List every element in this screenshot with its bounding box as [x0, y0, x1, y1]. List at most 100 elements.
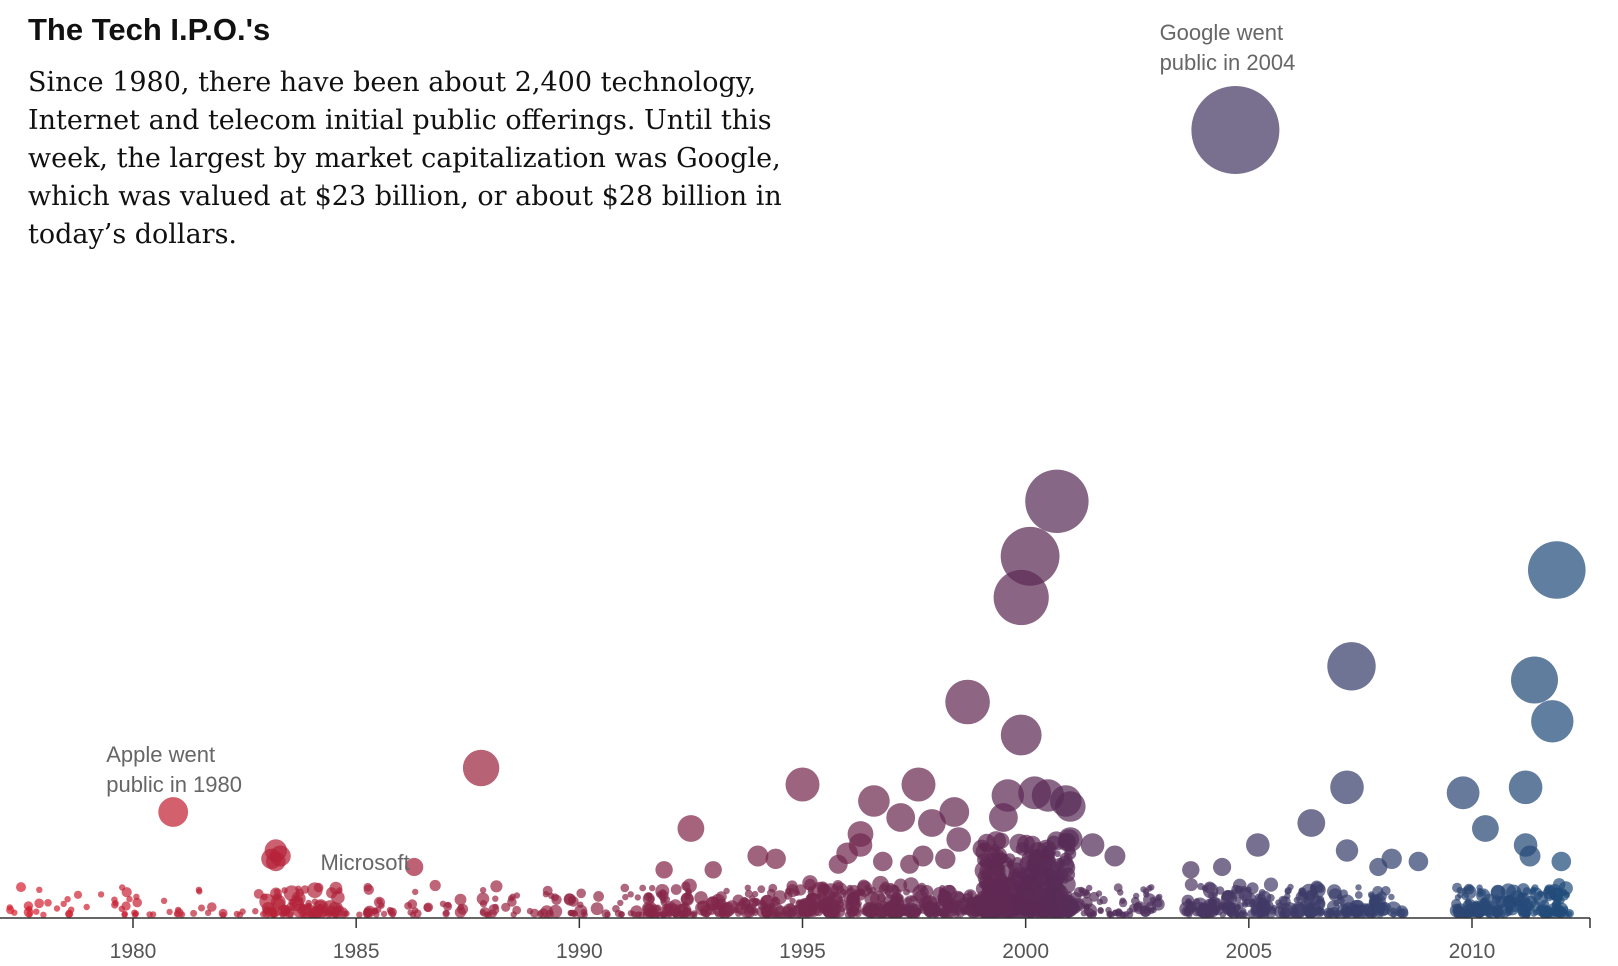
ipo-bubble-small [837, 896, 844, 903]
ipo-bubble-small [1032, 887, 1045, 900]
ipo-bubble-small [218, 908, 228, 918]
ipo-bubble-small [705, 903, 717, 916]
ipo-bubble-small [118, 905, 126, 912]
ipo-bubble-small [802, 875, 818, 891]
ipo-bubble-small [1033, 908, 1040, 915]
ipo-bubble-small [1241, 892, 1257, 907]
ipo-bubble-small [326, 887, 338, 899]
ipo-bubble [1408, 851, 1429, 872]
ipo-bubble-small [831, 911, 838, 918]
ipo-bubble-small [298, 904, 307, 912]
ipo-bubble-small [1279, 896, 1291, 908]
ipo-bubble-small [196, 888, 203, 895]
ipo-bubble-small [1245, 886, 1252, 893]
ipo-bubble [1330, 770, 1364, 805]
ipo-bubble-small [1208, 911, 1215, 918]
ipo-bubble-small [146, 911, 153, 918]
ipo-bubble-small [174, 908, 184, 918]
ipo-bubble-small [490, 880, 503, 893]
ipo-bubble-small [305, 902, 313, 910]
ipo-bubble-small [691, 911, 698, 918]
ipo-bubble-small [1097, 907, 1104, 914]
x-tick-label: 2010 [1449, 940, 1496, 963]
ipo-bubble-small [1120, 911, 1128, 918]
ipo-bubble-small [1090, 910, 1098, 917]
ipo-bubble-small [1381, 886, 1391, 896]
ipo-bubble-small [1262, 911, 1270, 918]
ipo-bubble-small [943, 903, 950, 910]
ipo-bubble-small [1540, 899, 1550, 910]
ipo-bubble-small [363, 884, 374, 895]
ipo-bubble-small [53, 905, 61, 912]
ipo-bubble-small [917, 882, 927, 892]
ipo-bubble-small [444, 901, 452, 909]
ipo-bubble-small [1026, 899, 1034, 907]
ipo-bubble [935, 848, 956, 869]
ipo-bubble-small [618, 911, 625, 918]
ipo-bubble-small [1004, 904, 1017, 917]
ipo-bubble-small [1044, 870, 1064, 890]
ipo-bubble-small [757, 885, 766, 894]
ipo-bubble-small [788, 888, 795, 895]
ipo-bubble-small [751, 909, 759, 916]
ipo-bubble-small [880, 881, 891, 892]
ipo-bubble-small [1143, 891, 1150, 898]
annotation-layer: Apple went public in 1980 Microsoft Google … [106, 20, 1295, 875]
ipo-bubble-small [1284, 888, 1291, 895]
ipo-bubble-small [1183, 908, 1192, 916]
ipo-bubble-small [627, 891, 634, 898]
ipo-bubble-small [40, 911, 47, 918]
ipo-bubble [1104, 845, 1126, 867]
ipo-bubble-small [1009, 833, 1030, 854]
ipo-bubble-small [1148, 884, 1155, 891]
ipo-bubble-small [918, 903, 930, 914]
ipo-bubble-small [298, 910, 306, 918]
ipo-bubble [939, 797, 970, 827]
ipo-bubble-small [412, 907, 419, 914]
ipo-bubble [1519, 845, 1541, 867]
ipo-bubble-small [1240, 907, 1247, 915]
ipo-bubble [1000, 714, 1042, 756]
ipo-bubble-small [1524, 911, 1531, 918]
ipo-bubble-small [1227, 907, 1238, 918]
ipo-bubble-small [337, 905, 344, 912]
ipo-bubble-small [715, 891, 727, 903]
ipo-bubble-small [953, 911, 960, 918]
ipo-bubble-small [479, 907, 490, 917]
ipo-bubble-small [252, 908, 259, 915]
ipo-bubble [405, 857, 424, 877]
ipo-bubble-small [1315, 884, 1325, 893]
ipo-bubble-small [620, 883, 630, 893]
ipo-bubble-small [1202, 882, 1219, 899]
ipo-bubble-small [1024, 864, 1039, 879]
ipo-bubble-small [454, 893, 467, 906]
ipo-bubble-small [593, 891, 604, 902]
ipo-bubble-small [604, 911, 611, 918]
ipo-bubble [900, 854, 920, 874]
ipo-bubble-small [1086, 884, 1093, 892]
ipo-bubble-small [903, 902, 919, 918]
ipo-bubble-small [44, 899, 52, 907]
ipo-bubble-small [73, 890, 83, 899]
ipo-bubble-small [786, 880, 798, 892]
ipo-bubble-small [886, 907, 897, 918]
ipo-bubble-small [536, 910, 545, 918]
ipo-bubble-small [663, 901, 677, 915]
ipo-bubble-small [643, 909, 651, 917]
x-tick-label: 1990 [556, 940, 603, 963]
ipo-bubble-small [670, 884, 682, 895]
ipo-bubble-small [890, 884, 900, 894]
ipo-bubble-small [822, 906, 833, 918]
ipo-bubble-small [272, 898, 286, 911]
ipo-bubble-small [311, 898, 319, 905]
ipo-bubble-small [1492, 895, 1501, 904]
ipo-bubble [1528, 541, 1586, 599]
ipo-bubble [1182, 861, 1200, 879]
ipo-bubble-small [60, 900, 67, 908]
ipo-bubble-small [488, 904, 500, 915]
ipo-bubble [462, 749, 500, 787]
ipo-bubble-small [744, 889, 753, 898]
ipo-bubble [918, 809, 946, 837]
ipo-bubble-small [1036, 839, 1057, 860]
ipo-bubble-small [1452, 882, 1463, 893]
